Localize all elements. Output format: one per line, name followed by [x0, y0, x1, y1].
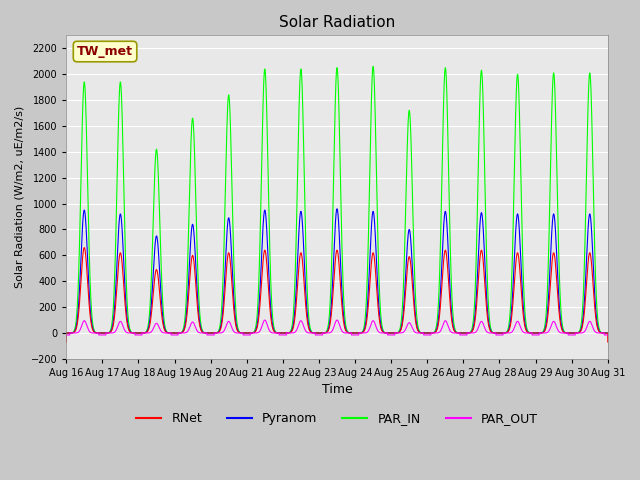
Pyranom: [458, 330, 466, 336]
PAR_OUT: [429, 330, 436, 336]
RNet: [62, 339, 70, 345]
PAR_OUT: [489, 330, 497, 336]
Pyranom: [604, 330, 611, 336]
PAR_IN: [458, 330, 466, 336]
PAR_OUT: [604, 332, 611, 338]
PAR_IN: [62, 330, 70, 336]
Pyranom: [317, 330, 324, 336]
X-axis label: Time: Time: [322, 384, 353, 396]
Pyranom: [159, 320, 167, 326]
PAR_IN: [604, 330, 612, 336]
RNet: [604, 330, 611, 336]
PAR_OUT: [458, 332, 466, 338]
Line: PAR_IN: PAR_IN: [66, 66, 608, 333]
PAR_IN: [317, 330, 324, 336]
RNet: [429, 330, 436, 336]
Pyranom: [62, 330, 70, 336]
Pyranom: [333, 206, 340, 212]
RNet: [604, 339, 612, 345]
PAR_IN: [429, 330, 436, 336]
RNet: [317, 330, 324, 336]
PAR_OUT: [604, 332, 612, 338]
Y-axis label: Solar Radiation (W/m2, uE/m2/s): Solar Radiation (W/m2, uE/m2/s): [15, 106, 25, 288]
PAR_IN: [489, 330, 497, 336]
PAR_OUT: [159, 330, 167, 336]
PAR_OUT: [261, 317, 269, 323]
RNet: [160, 324, 168, 330]
PAR_OUT: [317, 332, 324, 338]
Pyranom: [429, 330, 436, 336]
PAR_IN: [369, 63, 377, 69]
Pyranom: [604, 330, 612, 336]
Line: Pyranom: Pyranom: [66, 209, 608, 333]
Title: Solar Radiation: Solar Radiation: [279, 15, 395, 30]
PAR_OUT: [62, 332, 70, 338]
Text: TW_met: TW_met: [77, 45, 133, 58]
Line: RNet: RNet: [66, 248, 608, 342]
RNet: [81, 245, 88, 251]
PAR_IN: [159, 312, 167, 317]
RNet: [458, 330, 466, 336]
Line: PAR_OUT: PAR_OUT: [66, 320, 608, 335]
PAR_IN: [604, 330, 611, 336]
Legend: RNet, Pyranom, PAR_IN, PAR_OUT: RNet, Pyranom, PAR_IN, PAR_OUT: [131, 407, 543, 430]
RNet: [489, 330, 497, 336]
Pyranom: [489, 330, 497, 336]
